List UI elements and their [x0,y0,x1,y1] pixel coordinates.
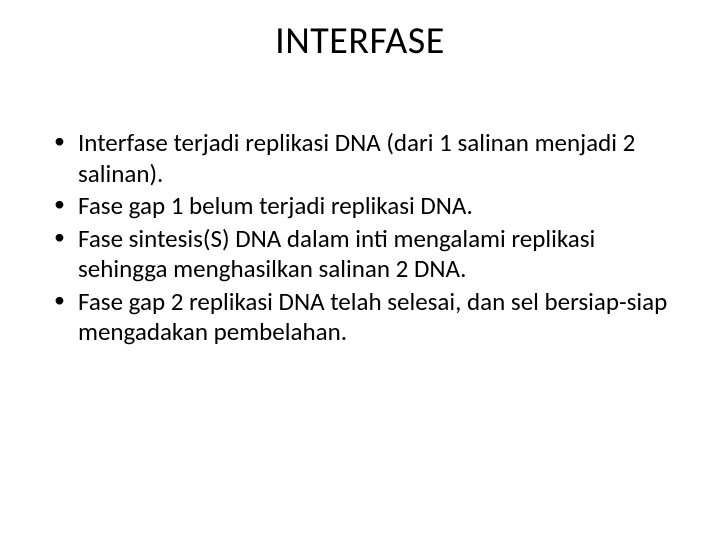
list-item: Fase sintesis(S) DNA dalam inti mengalam… [52,224,672,285]
list-item: Fase gap 2 replikasi DNA telah selesai, … [52,287,672,348]
list-item: Fase gap 1 belum terjadi replikasi DNA. [52,191,672,222]
list-item: Interfase terjadi replikasi DNA (dari 1 … [52,128,672,189]
bullet-list: Interfase terjadi replikasi DNA (dari 1 … [52,128,672,350]
slide: INTERFASE Interfase terjadi replikasi DN… [0,0,720,540]
slide-title: INTERFASE [0,18,720,64]
